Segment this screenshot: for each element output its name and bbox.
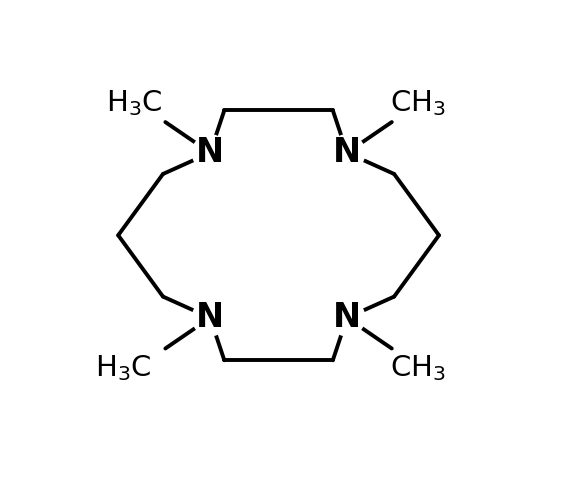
Text: $\mathregular{CH_3}$: $\mathregular{CH_3}$ xyxy=(390,353,446,383)
Circle shape xyxy=(192,300,228,336)
Text: $\mathregular{H_3C}$: $\mathregular{H_3C}$ xyxy=(107,88,163,118)
Text: N: N xyxy=(333,301,361,335)
Circle shape xyxy=(329,135,365,171)
Text: $\mathregular{CH_3}$: $\mathregular{CH_3}$ xyxy=(390,88,446,118)
Text: N: N xyxy=(196,301,224,335)
Circle shape xyxy=(192,135,228,171)
Text: $\mathregular{H_3C}$: $\mathregular{H_3C}$ xyxy=(94,353,151,383)
Circle shape xyxy=(329,300,365,336)
Text: N: N xyxy=(196,136,224,169)
Text: N: N xyxy=(333,136,361,169)
